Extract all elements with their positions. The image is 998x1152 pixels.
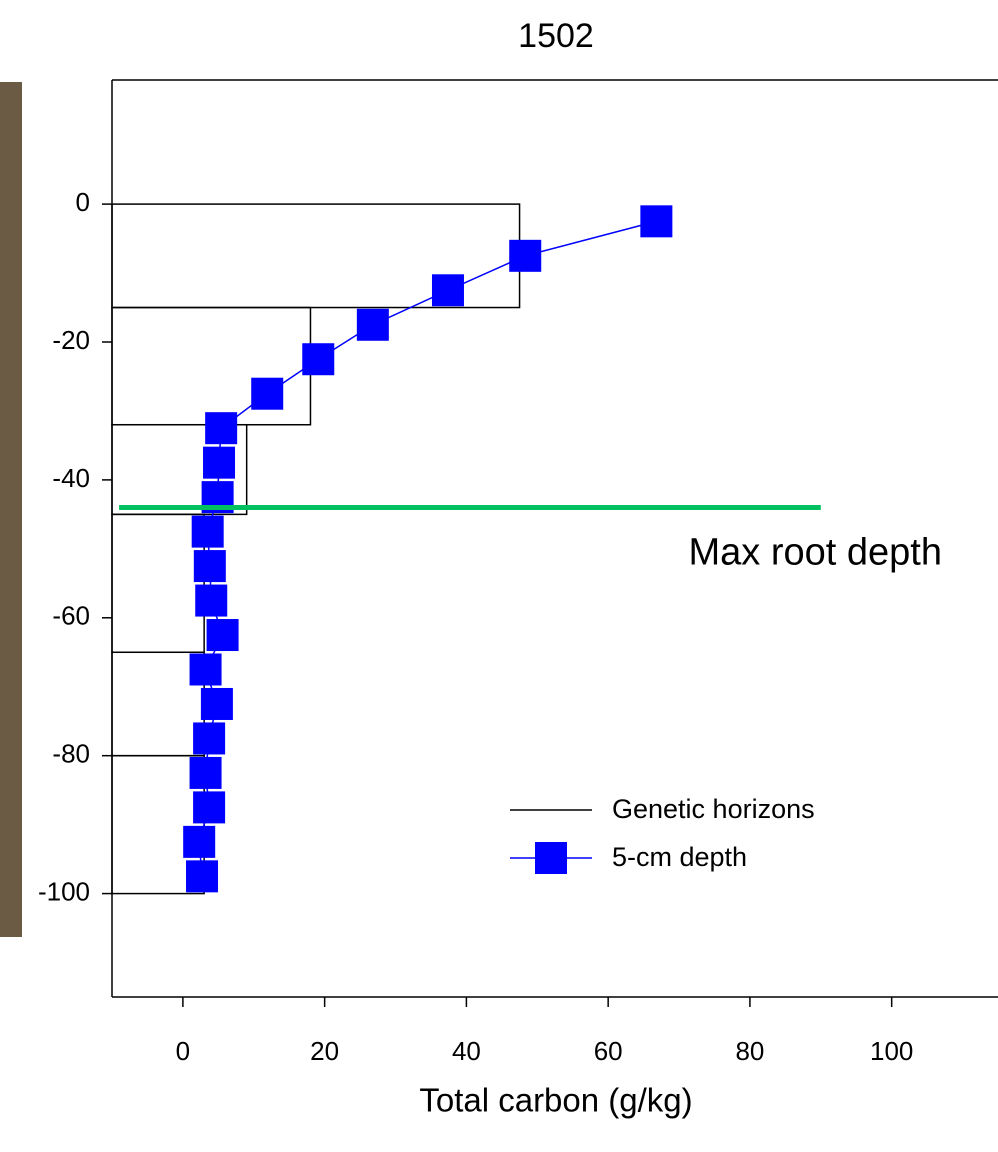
marker [189, 653, 222, 686]
marker [431, 274, 464, 307]
x-tick-label: 100 [870, 1036, 913, 1066]
marker [203, 446, 236, 479]
chart-title: 1502 [518, 17, 594, 55]
legend-marker [535, 842, 567, 874]
x-tick-label: 60 [594, 1036, 623, 1066]
marker [206, 619, 239, 652]
y-tick-label: 0 [76, 187, 90, 217]
x-tick-label: 0 [176, 1036, 190, 1066]
y-tick-label: -60 [52, 601, 90, 631]
marker [205, 412, 238, 445]
marker [509, 239, 542, 272]
marker [193, 550, 226, 583]
y-tick-label: -100 [38, 876, 90, 906]
marker [186, 860, 219, 893]
marker [200, 687, 233, 720]
soil-photo [0, 82, 22, 937]
marker [191, 515, 224, 548]
marker [193, 722, 226, 755]
x-axis-label: Total carbon (g/kg) [419, 1082, 692, 1119]
marker [193, 791, 226, 824]
marker [640, 205, 673, 238]
legend-label: Genetic horizons [612, 794, 815, 824]
y-tick-label: -40 [52, 463, 90, 493]
y-tick-label: -80 [52, 739, 90, 769]
x-tick-label: 80 [735, 1036, 764, 1066]
x-tick-label: 40 [452, 1036, 481, 1066]
annotation-label: Max root depth [689, 532, 942, 574]
y-tick-label: -20 [52, 325, 90, 355]
marker [183, 825, 216, 858]
x-tick-label: 20 [310, 1036, 339, 1066]
marker [302, 343, 335, 376]
series-line [198, 220, 657, 877]
legend-label: 5-cm depth [612, 842, 747, 872]
marker [195, 584, 228, 617]
marker [251, 377, 284, 410]
horizon [111, 513, 205, 654]
marker [189, 756, 222, 789]
marker [356, 308, 389, 341]
